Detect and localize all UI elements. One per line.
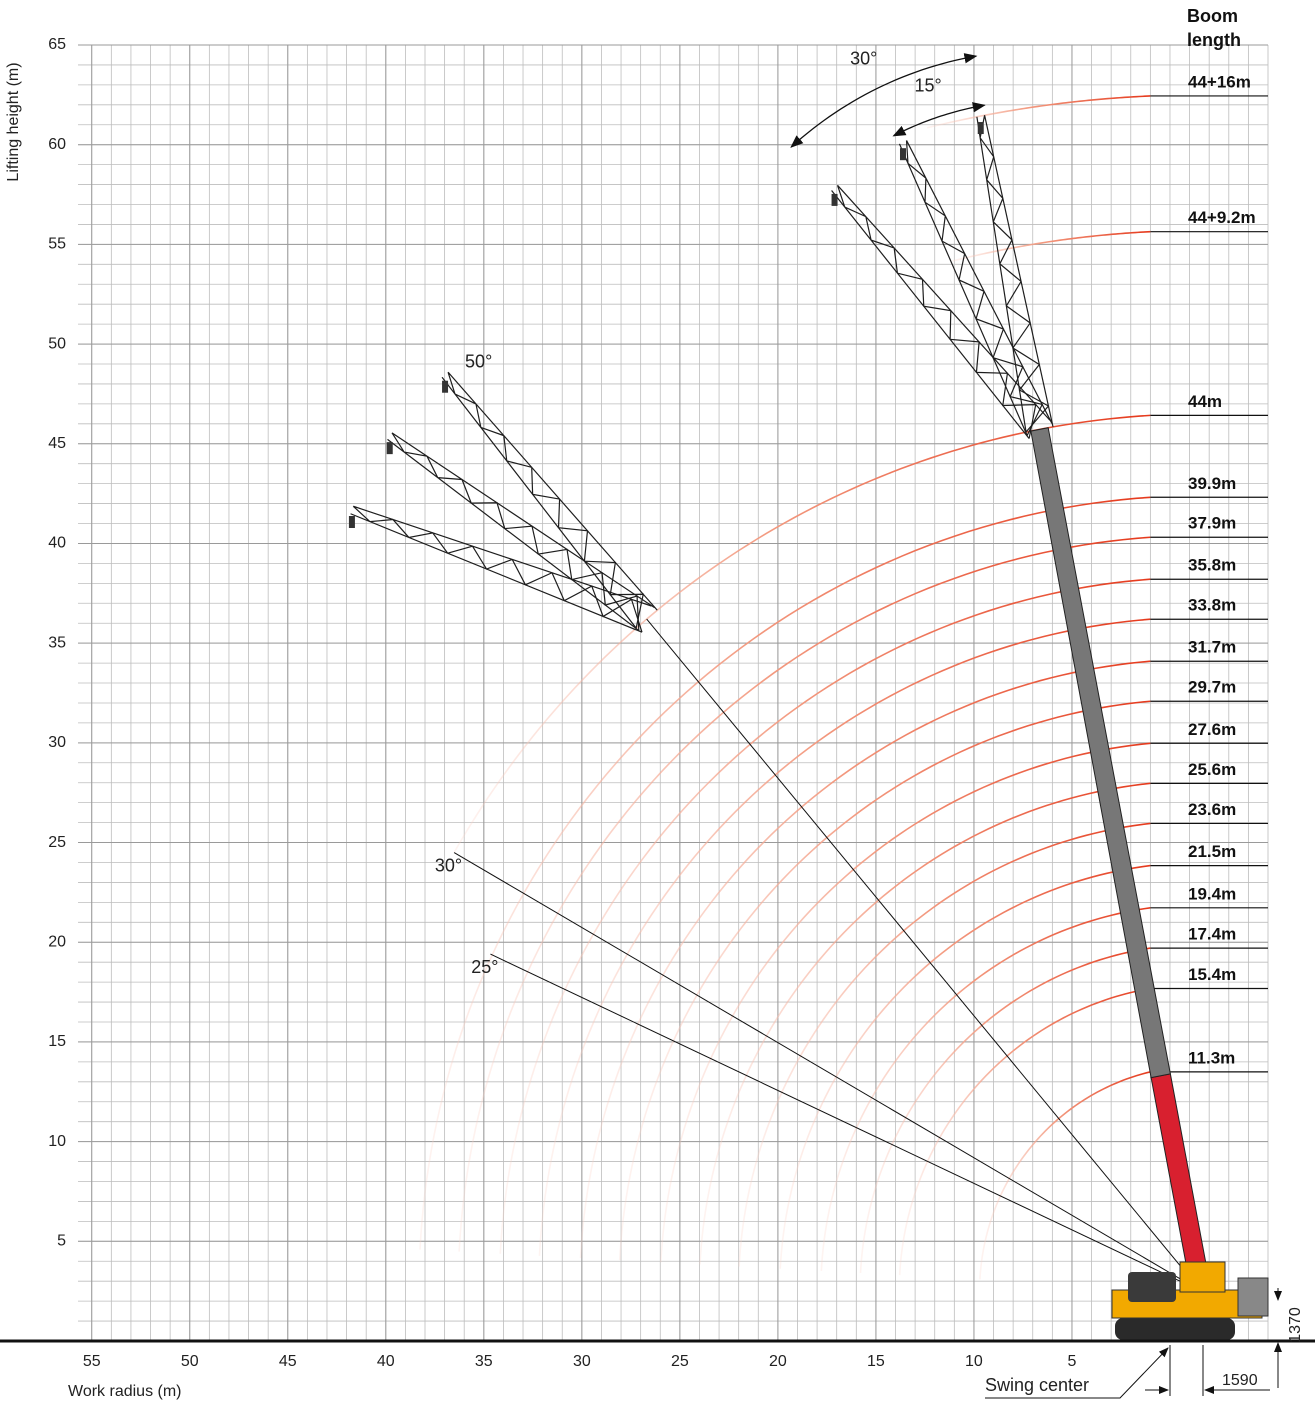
boom-length-label: 39.9m xyxy=(1188,474,1236,493)
boom-length-label: 44+16m xyxy=(1188,72,1251,91)
jib xyxy=(442,372,657,628)
boom-length-label: 19.4m xyxy=(1188,884,1236,903)
boom-length-arc xyxy=(953,232,1151,261)
angle-line xyxy=(454,853,1201,1292)
y-tick-label: 20 xyxy=(48,933,66,950)
hook xyxy=(387,442,393,454)
y-tick-label: 25 xyxy=(48,834,66,851)
boom-length-label: 33.8m xyxy=(1188,596,1236,615)
boom-length-label: 35.8m xyxy=(1188,556,1236,575)
hook xyxy=(900,148,906,160)
y-tick-label: 15 xyxy=(48,1033,66,1050)
boom-length-label: 23.6m xyxy=(1188,800,1236,819)
height-dimension: 1370 xyxy=(1287,1307,1304,1343)
x-tick-label: 45 xyxy=(279,1353,297,1370)
boom-length-label: 44m xyxy=(1188,392,1222,411)
hook xyxy=(442,381,448,393)
offset-dimension: 1590 xyxy=(1222,1372,1258,1389)
boom-length-label: 15.4m xyxy=(1188,965,1236,984)
y-tick-label: 45 xyxy=(48,435,66,452)
y-tick-label: 60 xyxy=(48,136,66,153)
jib-angle-arc xyxy=(894,105,985,136)
boom-length-arc xyxy=(539,619,1150,1256)
y-tick-label: 35 xyxy=(48,634,66,651)
jib-angle-label: 15° xyxy=(914,76,941,96)
chart: Lifting height (m) Work radius (m) 1370 … xyxy=(0,0,1315,1404)
hook xyxy=(832,194,838,206)
x-tick-label: 10 xyxy=(965,1353,983,1370)
legend-title: Boom length xyxy=(1187,4,1257,52)
boom-length-label: 27.6m xyxy=(1188,720,1236,739)
boom-length-arc xyxy=(661,743,1151,1262)
jib-angle-label: 30° xyxy=(850,48,877,68)
y-tick-label: 55 xyxy=(48,236,66,253)
boom-length-arc xyxy=(860,948,1150,1273)
hook xyxy=(349,516,355,528)
boom-length-arc xyxy=(780,866,1150,1269)
boom-angle-label: 50° xyxy=(465,351,492,371)
x-tick-label: 50 xyxy=(181,1353,199,1370)
boom-length-label: 29.7m xyxy=(1188,678,1236,697)
angle-label: 25° xyxy=(471,957,498,977)
y-tick-label: 65 xyxy=(48,36,66,53)
x-axis-label: Work radius (m) xyxy=(68,1383,182,1400)
boom-length-label: 25.6m xyxy=(1188,760,1236,779)
x-tick-label: 40 xyxy=(377,1353,395,1370)
boom-length-label: 11.3m xyxy=(1188,1048,1235,1067)
y-tick-label: 10 xyxy=(48,1133,66,1150)
boom-length-arc xyxy=(581,661,1151,1258)
crane-body xyxy=(1112,1262,1268,1340)
y-tick-label: 40 xyxy=(48,535,66,552)
y-axis-label: Lifting height (m) xyxy=(5,62,22,181)
x-tick-label: 20 xyxy=(769,1353,787,1370)
boom-base xyxy=(1151,1074,1211,1293)
boom-length-arc xyxy=(927,96,1150,128)
page: Lifting height (m) Work radius (m) 1370 … xyxy=(0,0,1315,1404)
x-tick-label: 35 xyxy=(475,1353,493,1370)
x-tick-label: 55 xyxy=(83,1353,101,1370)
x-tick-label: 15 xyxy=(867,1353,885,1370)
jib xyxy=(832,185,1050,438)
x-tick-label: 30 xyxy=(573,1353,591,1370)
swing-center-label: Swing center xyxy=(985,1375,1089,1395)
angle-label: 30° xyxy=(435,855,462,875)
boom-length-arc xyxy=(500,579,1150,1254)
boom-length-label: 37.9m xyxy=(1188,514,1236,533)
x-tick-label: 5 xyxy=(1068,1353,1077,1370)
y-tick-label: 30 xyxy=(48,734,66,751)
y-tick-label: 50 xyxy=(48,335,66,352)
boom-length-arc xyxy=(900,988,1151,1275)
boom-length-arc xyxy=(739,823,1150,1266)
y-tick-label: 5 xyxy=(57,1233,66,1250)
boom-length-label: 44+9.2m xyxy=(1188,208,1256,227)
boom-length-label: 31.7m xyxy=(1188,638,1236,657)
jib-angle-arc xyxy=(791,56,976,147)
hook xyxy=(978,122,984,134)
boom-length-arc xyxy=(980,1072,1150,1280)
x-tick-label: 25 xyxy=(671,1353,689,1370)
boom-length-label: 21.5m xyxy=(1188,842,1236,861)
boom-length-label: 17.4m xyxy=(1188,925,1236,944)
